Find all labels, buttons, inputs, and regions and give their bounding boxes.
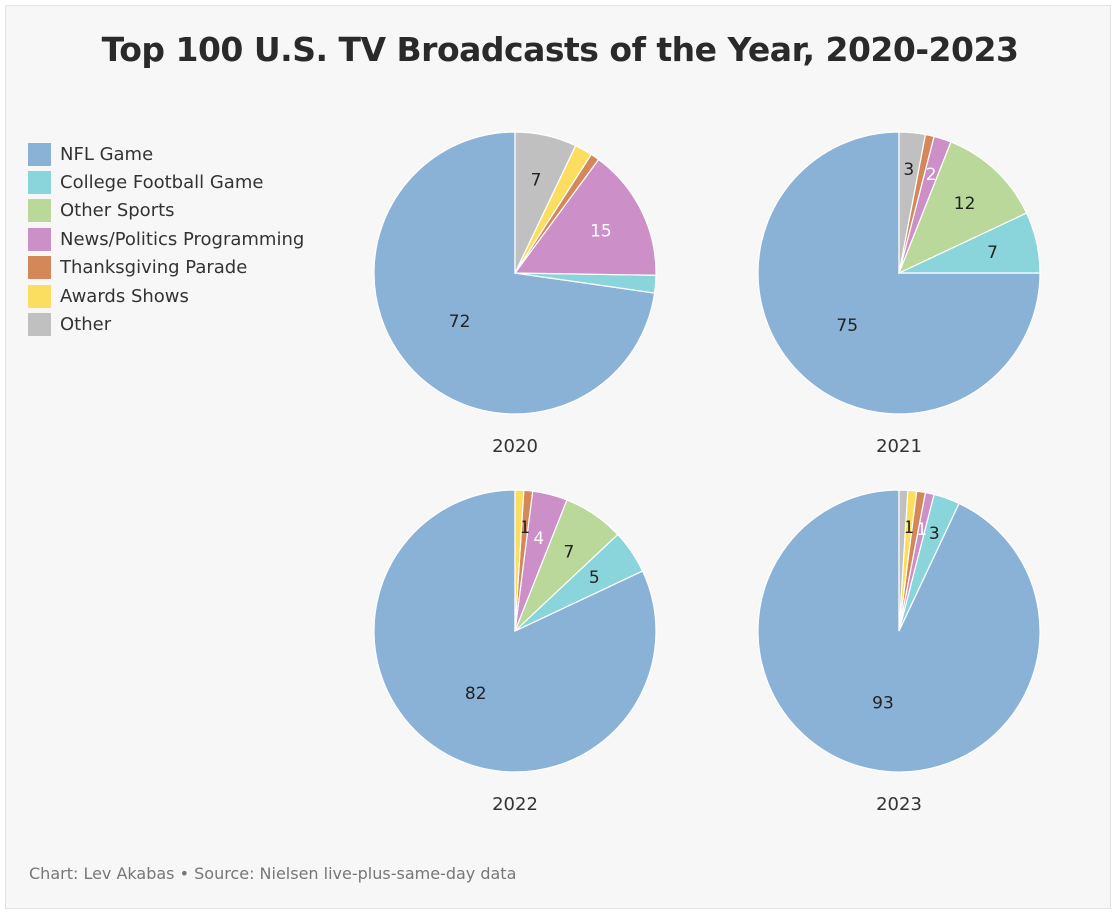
legend: NFL Game College Football Game Other Spo… bbox=[28, 140, 304, 339]
data-label-awards-shows-2023: 1 bbox=[903, 518, 914, 538]
legend-item-college-football-game: College Football Game bbox=[28, 168, 304, 196]
slice-news-politics-programming-2020 bbox=[513, 158, 657, 276]
legend-label: Thanksgiving Parade bbox=[60, 257, 248, 279]
pie-caption-2023: 2023 bbox=[876, 794, 922, 815]
pie-caption-2020: 2020 bbox=[492, 436, 538, 457]
data-label-news-politics-programming-2021: 2 bbox=[926, 165, 937, 185]
legend-label: News/Politics Programming bbox=[60, 228, 305, 250]
pie-caption-2022: 2022 bbox=[492, 794, 538, 815]
pie-2021: 75 7 12 23 2021 bbox=[757, 131, 1041, 457]
chart-footer: Chart: Lev Akabas • Source: Nielsen live… bbox=[29, 864, 517, 883]
slice-other-2021 bbox=[898, 131, 927, 274]
slice-nfl-game-2021 bbox=[757, 131, 1041, 415]
data-label-college-football-game-2023: 3 bbox=[929, 524, 940, 544]
slice-other-2020 bbox=[514, 131, 577, 274]
legend-item-other: Other bbox=[28, 310, 304, 338]
legend-item-thanksgiving-parade: Thanksgiving Parade bbox=[28, 254, 304, 282]
legend-label: Other bbox=[60, 314, 112, 336]
legend-item-awards-shows: Awards Shows bbox=[28, 282, 304, 310]
legend-item-news-politics: News/Politics Programming bbox=[28, 225, 304, 253]
data-label-news-politics-programming-2020: 15 bbox=[590, 221, 612, 241]
pie-2023: 93 311 2023 bbox=[757, 489, 1041, 815]
slice-other-2023 bbox=[898, 489, 909, 632]
legend-label: Awards Shows bbox=[60, 285, 189, 307]
legend-swatch bbox=[28, 256, 51, 280]
legend-swatch bbox=[28, 313, 51, 337]
pie-caption-2021: 2021 bbox=[876, 436, 922, 457]
legend-swatch bbox=[28, 284, 51, 308]
legend-swatch bbox=[28, 171, 51, 195]
slice-awards-shows-2022 bbox=[514, 489, 525, 632]
data-label-nfl-game-2023: 93 bbox=[872, 694, 894, 714]
legend-item-other-sports: Other Sports bbox=[28, 197, 304, 225]
data-label-other-2021: 3 bbox=[903, 160, 914, 180]
data-label-college-football-game-2022: 5 bbox=[589, 568, 600, 588]
pie-2020: 72 15 7 2020 bbox=[373, 131, 657, 457]
legend-swatch bbox=[28, 227, 51, 251]
legend-label: Other Sports bbox=[60, 200, 175, 222]
legend-item-nfl-game: NFL Game bbox=[28, 140, 304, 168]
data-label-nfl-game-2022: 82 bbox=[465, 684, 487, 704]
data-label-thanksgiving-parade-2022: 1 bbox=[519, 518, 530, 538]
legend-label: NFL Game bbox=[60, 143, 154, 165]
data-label-nfl-game-2021: 75 bbox=[836, 316, 858, 336]
legend-swatch bbox=[28, 142, 51, 166]
legend-label: College Football Game bbox=[60, 172, 264, 194]
data-label-nfl-game-2020: 72 bbox=[449, 312, 471, 332]
data-label-news-politics-programming-2022: 4 bbox=[533, 529, 544, 549]
slice-other-sports-2021 bbox=[897, 141, 1028, 275]
chart-title: Top 100 U.S. TV Broadcasts of the Year, … bbox=[101, 30, 1019, 69]
data-label-other-2020: 7 bbox=[531, 171, 542, 191]
data-label-news-politics-programming-2023: 1 bbox=[916, 520, 927, 540]
data-label-other-sports-2022: 7 bbox=[563, 543, 574, 563]
data-label-college-football-game-2021: 7 bbox=[987, 243, 998, 263]
data-label-other-sports-2021: 12 bbox=[954, 194, 976, 214]
legend-swatch bbox=[28, 199, 51, 223]
